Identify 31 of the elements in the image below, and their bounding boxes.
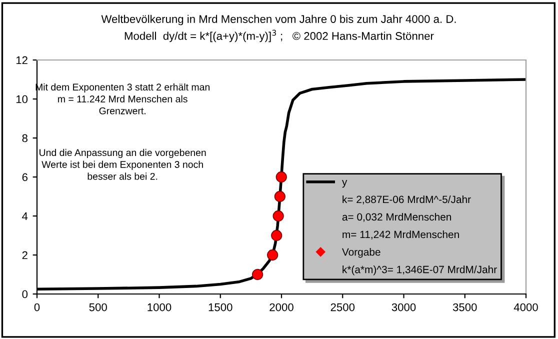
y-tick-label: 10 — [16, 95, 28, 104]
x-tick-label: 1500 — [208, 303, 232, 312]
point — [276, 171, 287, 183]
annotation: a= 0,032 MrdMenschen — [342, 212, 452, 222]
x-tick-label: 1000 — [148, 303, 172, 312]
y-tick-label: 4 — [22, 212, 28, 220]
x-tick-label: 500 — [89, 303, 107, 312]
y-tick-label: 12 — [16, 56, 28, 64]
x-tick-label: 3500 — [452, 303, 477, 312]
x-tick-label: 3000 — [392, 303, 416, 312]
annotation: Und die Anpassung an die vorgebenen Werte ist bei dem Exponenten 3 noch besser als bei 2. — [40, 148, 206, 180]
point — [272, 210, 284, 222]
x-tick-label: 0 — [34, 303, 40, 312]
chart-title: Weltbevölkerung in Mrd Menschen vom Jahre 0 bis zum Jahr 4000 a. D. — [101, 14, 456, 26]
y-tick-label: 2 — [22, 251, 28, 260]
x-tick-label: 2000 — [270, 303, 294, 312]
y-tick-label: 8 — [22, 134, 28, 142]
annotation: k= 2,887E-06 MrdM^-5/Jahr — [342, 195, 471, 204]
point — [274, 190, 286, 202]
annotation: m= 11,242 MrdMenschen — [342, 230, 459, 240]
point — [252, 268, 264, 280]
point — [267, 249, 278, 261]
point — [271, 230, 282, 242]
legend-label: y — [342, 180, 348, 188]
y-tick-label: 6 — [22, 173, 28, 182]
y-tick-label: 0 — [22, 290, 28, 298]
x-tick-label: 2500 — [330, 303, 355, 312]
chart-subtitle: Modell dy/dt = k*[(a+y)*(m-y)]$^{3}$ ; © 2002 Hans-Martin Stönner — [124, 30, 434, 42]
annotation: k*(a*m)^3= 1,346E-07 MrdM/Jahr — [342, 266, 497, 276]
legend-label: Vorgabe — [342, 248, 380, 258]
x-tick-label: 4000 — [514, 303, 538, 312]
